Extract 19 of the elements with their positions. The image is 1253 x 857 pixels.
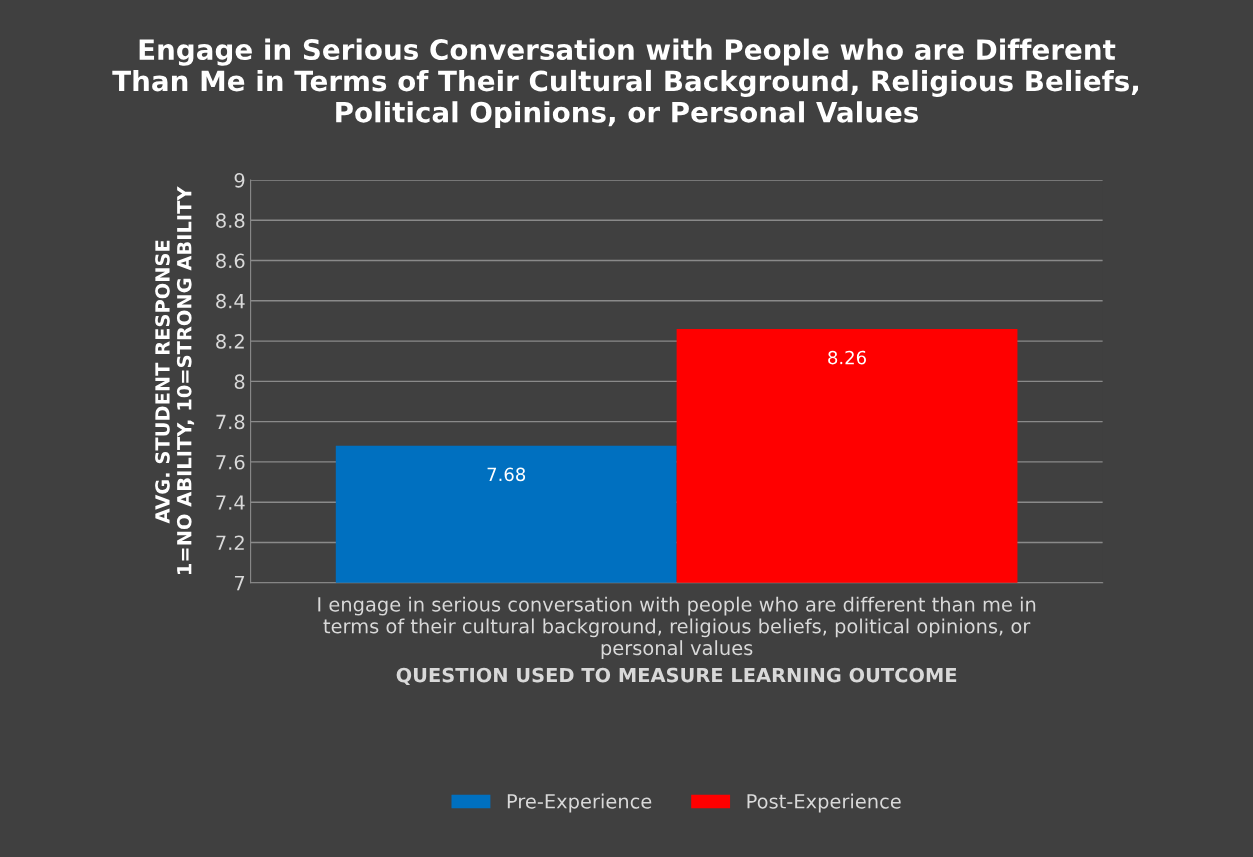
data-label: 7.68	[487, 467, 526, 482]
legend-label: Pre-Experience	[507, 793, 652, 813]
y-tick-label: 7.2	[216, 535, 244, 550]
x-tick-label: I engage in serious conversation with people who are different than me in terms of their cultural background, religious beliefs, political opinions, or personal values	[318, 596, 1036, 660]
y-tick-label: 7	[234, 575, 245, 591]
y-tick-label: 7.4	[216, 495, 245, 510]
y-tick-label: 8.4	[216, 293, 245, 309]
data-label: 8.26	[828, 350, 866, 365]
legend-label: Post-Experience	[747, 793, 901, 813]
y-tick-label: 8	[234, 374, 245, 390]
y-tick-label: 8.6	[216, 253, 245, 269]
x-axis-title: QUESTION USED TO MEASURE LEARNING OUTCOME	[396, 667, 957, 685]
chart-title: Engage in Serious Conversation with People who are Different Than Me in Terms of Their Cultural Background, Religious Beliefs, Political Opinions, or Personal Values	[112, 38, 1138, 129]
y-tick-label: 7.6	[216, 454, 245, 470]
y-axis-title: AVG. STUDENT RESPONSE 1=NO ABILITY, 10=STRONG ABILITY	[155, 186, 195, 574]
y-tick-label: 9	[234, 172, 245, 188]
y-tick-label: 8.8	[216, 213, 245, 228]
y-tick-label: 7.8	[216, 414, 245, 430]
y-tick-label: 8.2	[216, 334, 244, 349]
